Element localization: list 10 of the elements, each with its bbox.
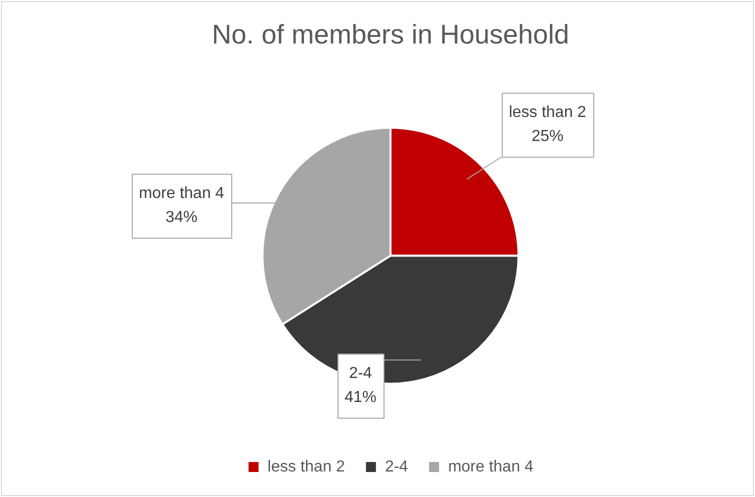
legend-label: 2-4 bbox=[384, 458, 408, 476]
data-label: 25% bbox=[531, 128, 564, 146]
legend-label: more than 4 bbox=[448, 458, 534, 476]
data-label: 41% bbox=[344, 389, 377, 406]
slice-label: 2-4 bbox=[348, 365, 372, 382]
chart-title: No. of members in Household bbox=[212, 20, 570, 50]
legend-label: less than 2 bbox=[268, 458, 346, 476]
slice-label: less than 2 bbox=[508, 104, 586, 122]
slice-label: more than 4 bbox=[138, 185, 224, 202]
data-label: 34% bbox=[165, 209, 198, 226]
